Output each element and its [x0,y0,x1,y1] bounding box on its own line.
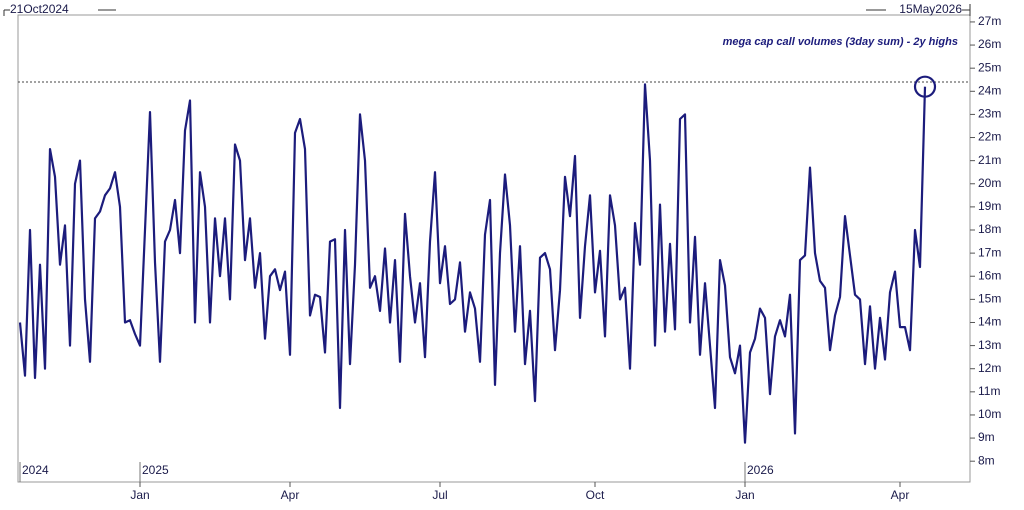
y-tick-label: 25m [978,60,1001,74]
y-tick-label: 9m [978,430,995,444]
y-tick-label: 13m [978,338,1001,352]
y-tick-label: 17m [978,245,1001,259]
y-tick-label: 20m [978,176,1001,190]
y-tick-label: 27m [978,14,1001,28]
y-tick-label: 11m [978,384,1000,398]
y-tick-label: 18m [978,222,1001,236]
year-label: 2025 [142,463,169,477]
y-tick-label: 8m [978,453,995,467]
x-tick-label: Apr [891,488,910,502]
y-tick-label: 10m [978,407,1001,421]
x-tick-label: Apr [281,488,300,502]
y-tick-label: 19m [978,199,1001,213]
plot-frame [17,14,971,483]
annotation: mega cap call volumes (3day sum) - 2y hi… [723,36,958,48]
y-tick-label: 15m [978,292,1001,306]
end-date: 15May2026 [899,2,962,16]
x-tick-label: Jan [130,488,149,502]
y-tick-label: 23m [978,107,1001,121]
x-tick-label: Jan [735,488,754,502]
y-tick-label: 24m [978,83,1001,97]
highlight-circle [913,75,937,98]
y-tick-label: 14m [978,315,1001,329]
y-tick-label: 26m [978,37,1001,51]
year-label: 2026 [747,463,774,477]
year-label: 2024 [22,463,49,477]
start-date: 21Oct2024 [10,2,69,16]
x-tick-label: Oct [586,488,605,502]
x-tick-label: Jul [432,488,447,502]
y-tick-label: 16m [978,268,1001,282]
y-tick-label: 21m [978,153,1001,167]
y-tick-label: 22m [978,130,1001,144]
y-tick-label: 12m [978,361,1001,375]
line-series [18,83,927,444]
